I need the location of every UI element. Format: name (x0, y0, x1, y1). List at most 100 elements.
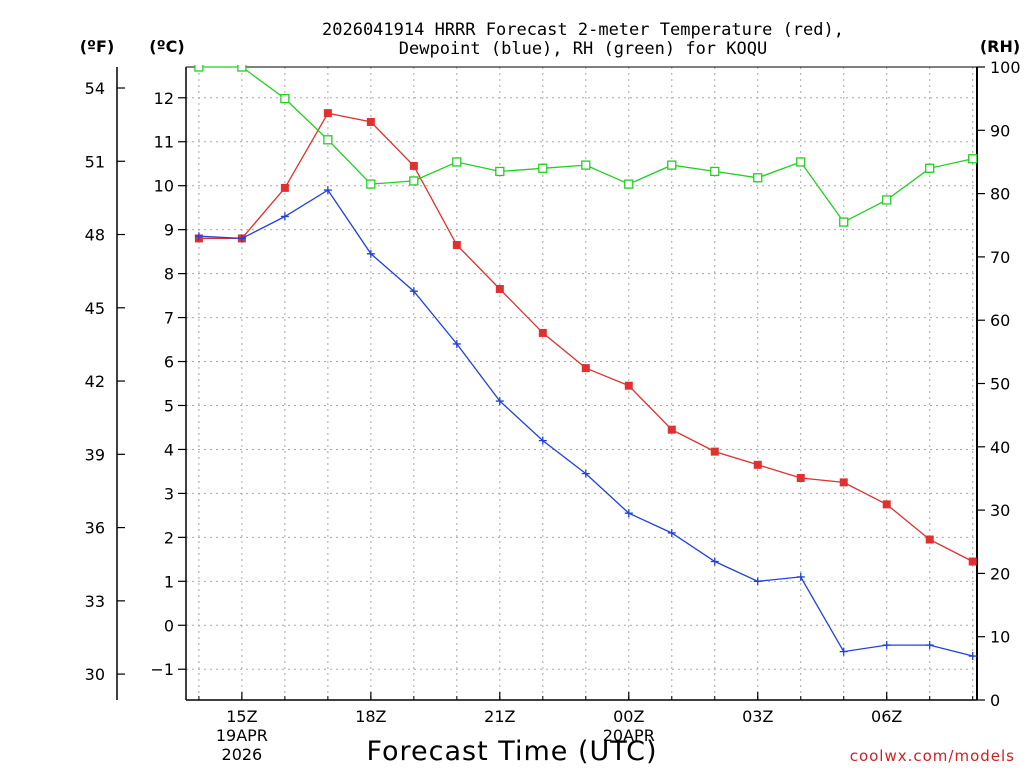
rh-point (753, 173, 763, 183)
celsius-tick-label: 7 (164, 309, 174, 328)
fahrenheit-tick-label: 51 (85, 152, 105, 171)
dewpoint-point (194, 232, 203, 241)
dewpoint-point (925, 641, 934, 650)
fahrenheit-tick-label: 30 (85, 665, 105, 684)
rh-point (538, 163, 548, 173)
temperature-point (882, 500, 891, 509)
temperature-point (667, 425, 676, 434)
rh-tick-label: 80 (990, 185, 1010, 204)
fahrenheit-unit-label: (ºF) (80, 37, 115, 56)
celsius-tick-label: 10 (154, 177, 174, 196)
dewpoint-point (280, 212, 289, 221)
celsius-tick-label: 8 (164, 265, 174, 284)
labels-layer: 2026041914 HRRR Forecast 2-meter Tempera… (80, 20, 1020, 767)
temperature-point (624, 381, 633, 390)
rh-point (581, 160, 591, 170)
x-tick-label: 06Z (871, 707, 902, 726)
rh-point (882, 195, 892, 205)
x-tick-date-label: 20APR (603, 726, 655, 745)
fahrenheit-tick-label: 42 (85, 372, 105, 391)
dewpoint-point (495, 397, 504, 406)
temperature-point (323, 109, 332, 118)
celsius-unit-label: (ºC) (149, 37, 184, 56)
x-tick-year-label: 2026 (222, 745, 263, 764)
celsius-tick-label: 4 (164, 440, 174, 459)
rh-point (323, 135, 333, 145)
rh-tick-label: 50 (990, 375, 1010, 394)
celsius-tick-label: 5 (164, 396, 174, 415)
celsius-tick-label: 1 (164, 572, 174, 591)
rh-tick-label: 30 (990, 501, 1010, 520)
dewpoint-point (323, 186, 332, 195)
rh-tick-label: 40 (990, 438, 1010, 457)
rh-point (624, 179, 634, 189)
dewpoint-point (667, 528, 676, 537)
rh-tick-label: 70 (990, 248, 1010, 267)
rh-point (452, 157, 462, 167)
rh-point (968, 154, 978, 164)
x-tick-label: 03Z (742, 707, 773, 726)
celsius-tick-label: 0 (164, 616, 174, 635)
dewpoint-point (409, 287, 418, 296)
celsius-tick-label: 11 (154, 133, 174, 152)
temperature-point (538, 328, 547, 337)
rh-point (495, 166, 505, 177)
rh-point (280, 94, 290, 104)
rh-point (194, 65, 204, 72)
temperature-point (452, 241, 461, 250)
temperature-point (581, 364, 590, 373)
dewpoint-point (581, 469, 590, 478)
dewpoint-point (882, 641, 891, 650)
rh-tick-label: 0 (990, 691, 1000, 710)
temperature-point (366, 117, 375, 126)
dewpoint-point (710, 557, 719, 566)
dewpoint-point (796, 572, 805, 581)
dewpoint-point (839, 647, 848, 656)
watermark: coolwx.com/models (850, 747, 1015, 765)
fahrenheit-tick-label: 45 (85, 299, 105, 318)
temperature-point (796, 474, 805, 483)
temperature-point (710, 447, 719, 456)
rh-point (366, 179, 376, 189)
rh-point (237, 65, 247, 72)
rh-tick-label: 100 (990, 58, 1021, 77)
rh-point (796, 157, 806, 167)
dewpoint-point (237, 234, 246, 243)
dewpoint-point (624, 509, 633, 518)
chart-title-line2: Dewpoint (blue), RH (green) for KOQU (399, 39, 767, 59)
dewpoint-point (452, 339, 461, 348)
rh-point (710, 166, 720, 177)
rh-point (925, 163, 935, 173)
chart-title-line1: 2026041914 HRRR Forecast 2-meter Tempera… (322, 20, 844, 40)
celsius-tick-label: 6 (164, 353, 174, 372)
temperature-point (968, 557, 977, 566)
series-layer (194, 65, 978, 661)
dewpoint-point (968, 652, 977, 661)
rh-point (667, 160, 677, 170)
axes: −101234567891011123033363942454851540102… (85, 58, 1021, 764)
fahrenheit-tick-label: 54 (85, 79, 105, 98)
celsius-tick-label: 9 (164, 221, 174, 240)
dewpoint-point (366, 249, 375, 258)
celsius-tick-label: 12 (154, 89, 174, 108)
temperature-point (753, 460, 762, 469)
fahrenheit-tick-label: 48 (85, 226, 105, 245)
celsius-tick-label: 3 (164, 484, 174, 503)
x-tick-label: 15Z (226, 707, 257, 726)
temperature-point (925, 535, 934, 544)
rh-unit-label: (RH) (980, 37, 1020, 56)
rh-tick-label: 10 (990, 628, 1010, 647)
fahrenheit-tick-label: 36 (85, 519, 105, 538)
x-tick-label: 21Z (484, 707, 515, 726)
dewpoint-point (538, 436, 547, 445)
rh-tick-label: 60 (990, 311, 1010, 330)
fahrenheit-tick-label: 39 (85, 445, 105, 464)
rh-line (198, 66, 973, 223)
temperature-point (839, 478, 848, 487)
rh-tick-label: 90 (990, 121, 1010, 140)
x-tick-label: 18Z (355, 707, 386, 726)
x-tick-label: 00Z (613, 707, 644, 726)
x-tick-date-label: 19APR (216, 726, 268, 745)
rh-point (409, 176, 419, 186)
